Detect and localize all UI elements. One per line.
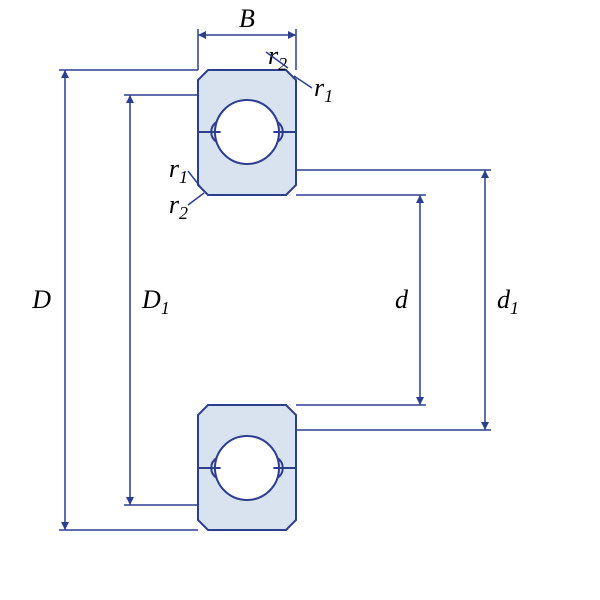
upper-ring-section bbox=[198, 70, 296, 195]
label-r2-outer: r2 bbox=[268, 41, 287, 74]
label-D1: D1 bbox=[141, 285, 170, 318]
label-B: B bbox=[239, 4, 255, 33]
label-d1: d1 bbox=[497, 285, 519, 318]
label-D: D bbox=[31, 285, 51, 314]
lower-ring-section bbox=[198, 405, 296, 530]
ball bbox=[215, 436, 279, 500]
label-r1-outer: r1 bbox=[314, 73, 333, 106]
label-d: d bbox=[395, 285, 409, 314]
ball bbox=[215, 100, 279, 164]
label-r1-inner: r1 bbox=[169, 154, 188, 187]
bearing-diagram: BDD1dd1r2r1r1r2 bbox=[0, 0, 600, 600]
label-r2-inner: r2 bbox=[169, 190, 188, 223]
